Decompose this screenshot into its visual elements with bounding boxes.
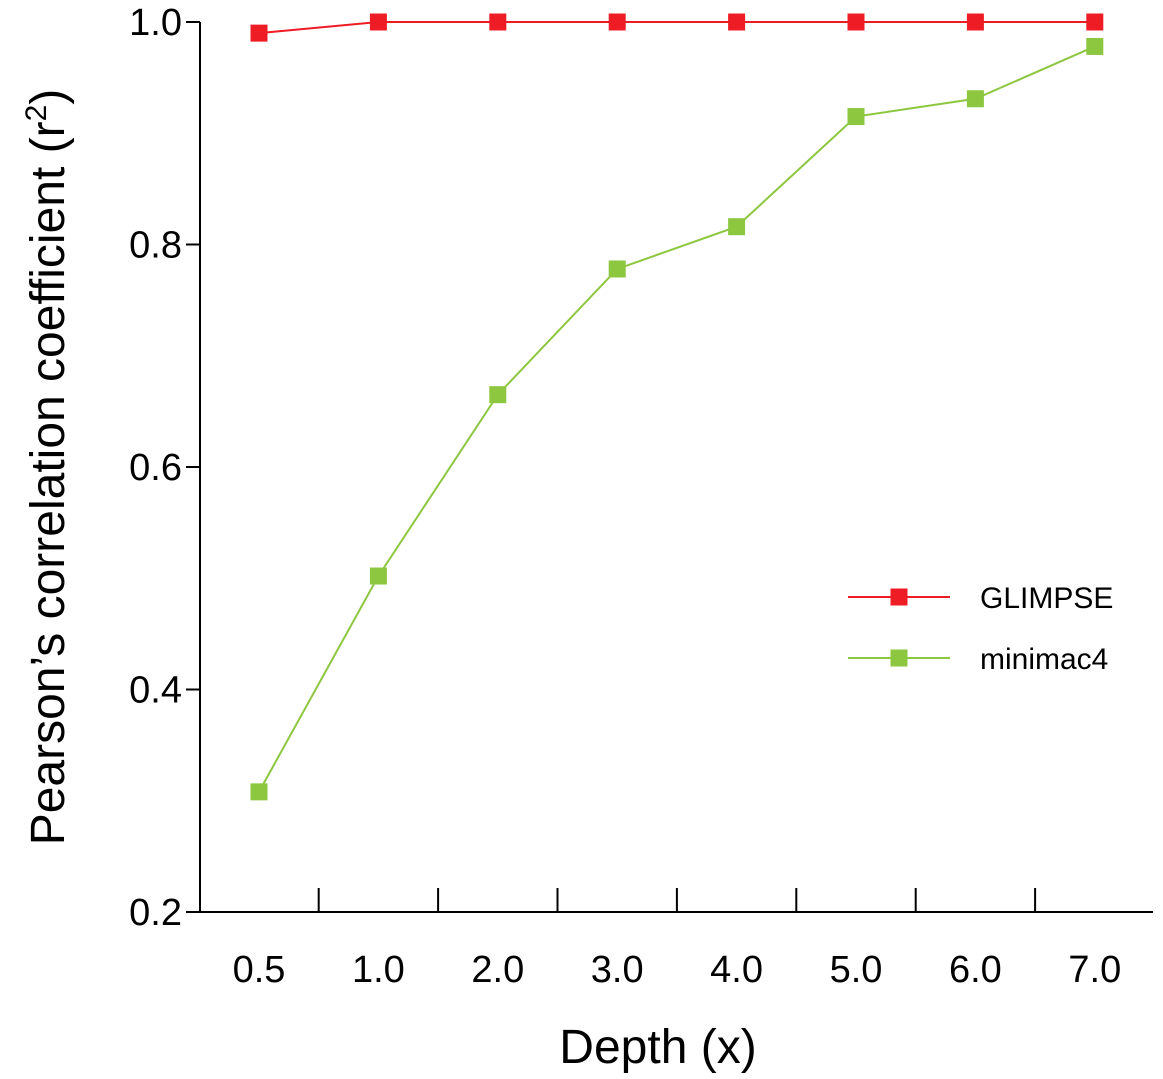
y-axis-title-superscript: 2 bbox=[20, 105, 53, 122]
legend-label-glimpse: GLIMPSE bbox=[980, 582, 1113, 615]
x-tick-label: 2.0 bbox=[471, 949, 524, 991]
x-tick-label: 7.0 bbox=[1068, 949, 1121, 991]
data-point-minimac4 bbox=[608, 260, 626, 278]
data-point-minimac4 bbox=[1086, 37, 1104, 55]
x-tick-label: 3.0 bbox=[591, 949, 644, 991]
data-point-glimpse bbox=[369, 13, 387, 31]
series-line-glimpse bbox=[258, 21, 1095, 35]
legend-item-glimpse: GLIMPSE bbox=[848, 582, 1113, 615]
y-axis-title-suffix: ) bbox=[22, 89, 75, 105]
y-tick-label: 0.2 bbox=[129, 892, 182, 934]
series-glimpse bbox=[250, 13, 1104, 42]
legend-label-minimac4: minimac4 bbox=[980, 643, 1108, 676]
series-layer bbox=[250, 13, 1104, 801]
x-tick-label: 5.0 bbox=[830, 949, 883, 991]
x-tick-label: 1.0 bbox=[352, 949, 405, 991]
y-tick-label: 0.4 bbox=[129, 670, 182, 712]
data-point-glimpse bbox=[489, 13, 507, 31]
y-ticks: 0.2 0.4 0.6 0.8 1.0 bbox=[129, 2, 200, 934]
y-tick-label: 0.6 bbox=[129, 447, 182, 489]
data-point-glimpse bbox=[966, 13, 984, 31]
data-point-minimac4 bbox=[966, 90, 984, 108]
data-point-glimpse bbox=[1086, 13, 1104, 31]
legend-item-minimac4: minimac4 bbox=[848, 643, 1108, 676]
axes bbox=[199, 22, 1153, 913]
legend-marker-minimac4 bbox=[890, 649, 908, 667]
series-line-minimac4 bbox=[258, 45, 1096, 793]
x-tick-label: 0.5 bbox=[233, 949, 286, 991]
x-ticks: 0.5 1.0 2.0 3.0 4.0 5.0 6.0 7.0 bbox=[233, 888, 1121, 991]
x-tick-label: 4.0 bbox=[710, 949, 763, 991]
data-point-minimac4 bbox=[847, 108, 865, 126]
x-axis-title: Depth (x) bbox=[559, 1021, 756, 1074]
y-axis-title-main: Pearson’s correlation coefficient (r bbox=[22, 121, 75, 845]
data-point-minimac4 bbox=[250, 783, 268, 801]
data-point-glimpse bbox=[847, 13, 865, 31]
data-point-glimpse bbox=[608, 13, 626, 31]
data-point-minimac4 bbox=[369, 567, 387, 585]
y-axis-title: Pearson’s correlation coefficient (r2) bbox=[20, 89, 75, 846]
data-point-glimpse bbox=[728, 13, 746, 31]
series-minimac4 bbox=[250, 37, 1104, 801]
y-tick-label: 0.8 bbox=[129, 225, 182, 267]
y-tick-label: 1.0 bbox=[129, 2, 182, 44]
legend: GLIMPSE minimac4 bbox=[848, 582, 1113, 676]
data-point-minimac4 bbox=[489, 386, 507, 404]
legend-marker-glimpse bbox=[890, 588, 908, 606]
data-point-minimac4 bbox=[728, 218, 746, 236]
data-point-glimpse bbox=[250, 24, 268, 42]
x-tick-label: 6.0 bbox=[949, 949, 1002, 991]
